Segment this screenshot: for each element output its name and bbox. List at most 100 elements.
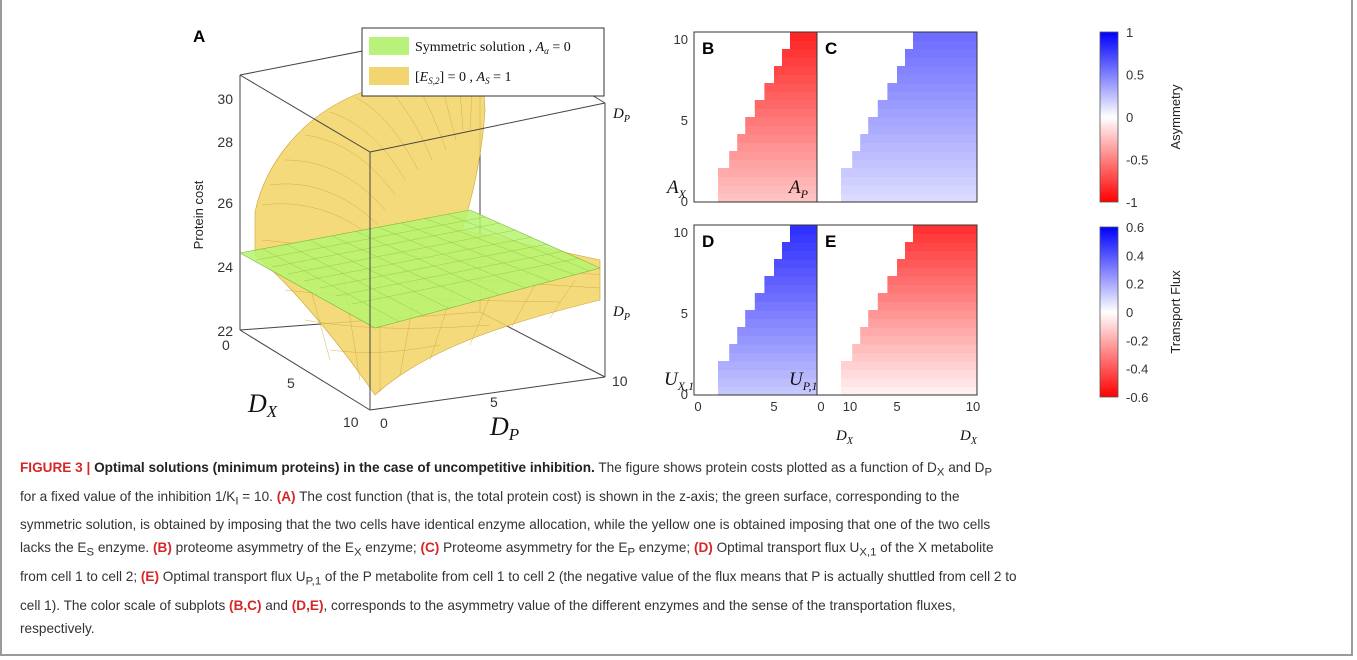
heatmap-cell-row <box>754 100 854 110</box>
panel-b-label: B <box>702 39 714 58</box>
heatmap-cell-row <box>745 318 854 328</box>
panel-e-label: E <box>825 232 836 251</box>
svg-text:28: 28 <box>217 134 233 150</box>
svg-text:10: 10 <box>343 414 359 430</box>
heatmap-cell-row <box>897 259 977 269</box>
heatmap-cell-row <box>852 344 977 354</box>
heatmap-cell-row <box>718 193 854 203</box>
heatmap-cell-row <box>897 66 977 76</box>
heatmap-cell-row <box>860 134 977 144</box>
colorbar-tick: 0 <box>1126 305 1133 320</box>
box-label-dp-bottom: DP <box>612 304 630 323</box>
heatmap-cell-row <box>764 91 854 101</box>
colorbar-tick: -0.4 <box>1126 362 1148 377</box>
heatmap-cell-row <box>754 301 854 311</box>
heatmap-cell-row <box>774 74 854 84</box>
heatmap-cell-row <box>868 125 977 135</box>
heatmap-cell-row <box>774 259 854 269</box>
heatmap-cell-row <box>745 117 854 127</box>
heatmap-ytick: 0 <box>681 387 688 402</box>
heatmap-cell-row <box>729 344 854 354</box>
heatmap-frame <box>816 224 978 396</box>
heatmap-cell-row <box>718 185 854 195</box>
heatmap-cell-row <box>913 40 977 50</box>
svg-text:24: 24 <box>217 259 233 275</box>
heatmap-cell-row <box>718 361 854 371</box>
legend: Symmetric solution , Aα = 0 [ES,2] = 0 ,… <box>361 27 605 97</box>
dx-axis-label: DX <box>247 389 278 421</box>
heatmap-xtick: 5 <box>770 399 777 414</box>
heatmap-cell-row <box>754 108 854 118</box>
dp-axis-label: DP <box>489 412 519 444</box>
heatmap-ytick: 10 <box>674 225 688 240</box>
heatmap-cell-row <box>745 125 854 135</box>
var-label-ux1: UX,1 <box>664 369 694 393</box>
svg-text:10: 10 <box>612 373 628 389</box>
caption-line-3: symmetric solution, is obtained by impos… <box>20 517 991 533</box>
heatmap-cell-row <box>764 284 854 294</box>
heatmap-cell-row <box>774 66 854 76</box>
heatmap-cell-row <box>841 185 977 195</box>
heatmap-cell-row <box>718 369 854 379</box>
svg-text:30: 30 <box>217 91 233 107</box>
heatmap-cell-row <box>860 327 977 337</box>
heatmap-cell-row <box>913 32 977 42</box>
svg-text:26: 26 <box>217 195 233 211</box>
heatmap-cell-row <box>860 142 977 152</box>
heatmap-cell-row <box>852 352 977 362</box>
heatmap-cell-row <box>860 335 977 345</box>
green-surface <box>239 209 601 329</box>
heatmap-cell-row <box>764 276 854 286</box>
colorbar-tick: 0 <box>1126 110 1133 125</box>
heatmap-cell-row <box>729 352 854 362</box>
heatmap-cell-row <box>729 159 854 169</box>
heatmap-cell-row <box>877 301 977 311</box>
dp-ticks: 0 5 10 <box>380 373 628 431</box>
heatmap-xtick: 10 <box>966 399 980 414</box>
colorbar-tick: 0.4 <box>1126 248 1144 263</box>
box-label-dp-top: DP <box>612 106 630 125</box>
dx-ticks: 0 5 10 <box>222 337 359 430</box>
heatmap-ytick: 10 <box>674 32 688 47</box>
heatmap-xtick: 10 <box>843 399 857 414</box>
heatmap-cell-row <box>841 386 977 396</box>
z-ticks: 30 28 26 24 22 <box>217 91 233 339</box>
heatmap-cell-row <box>905 250 977 260</box>
svg-text:0: 0 <box>380 415 388 431</box>
legend-swatch-green <box>369 37 409 55</box>
heatmap-xlabel-d: DX <box>835 428 854 447</box>
heatmap-cell-row <box>897 74 977 84</box>
heatmap-cell-row <box>841 168 977 178</box>
colorbar-asymmetry: 1 0.5 0 -0.5 -1 Asymmetry <box>1099 25 1183 210</box>
heatmap-cell-row <box>887 284 977 294</box>
heatmap-cell-row <box>841 369 977 379</box>
heatmap-cell-row <box>841 378 977 388</box>
heatmap-cell-row <box>841 176 977 186</box>
caption-line-4: lacks the ES enzyme. (B) proteome asymme… <box>20 540 994 560</box>
heatmap-cell-row <box>841 193 977 203</box>
colorbar-tick: -0.2 <box>1126 333 1148 348</box>
heatmap-cell-row <box>868 318 977 328</box>
heatmap-cell-row <box>737 335 854 345</box>
heatmap-cell-row <box>868 117 977 127</box>
svg-text:5: 5 <box>490 394 498 410</box>
heatmap-cell-row <box>729 151 854 161</box>
colorbar-asymmetry-label: Asymmetry <box>1168 84 1183 150</box>
colorbar-tick: 1 <box>1126 25 1133 40</box>
heatmap-xlabel-e: DX <box>959 428 978 447</box>
panel-a-label: A <box>193 27 205 46</box>
heatmap-panels: B 0 5 10 C D 0 5 10 0 5 10 E 0 5 10 <box>674 31 980 414</box>
heatmap-xtick: 0 <box>817 399 824 414</box>
colorbar-tick: -0.6 <box>1126 390 1148 405</box>
heatmap-cell-row <box>737 134 854 144</box>
heatmap-cell-row <box>868 310 977 320</box>
figure-3: A <box>191 25 1183 447</box>
heatmap-cell-row <box>877 293 977 303</box>
heatmap-cell-row <box>718 176 854 186</box>
heatmap-cell-row <box>841 361 977 371</box>
heatmap-cell-row <box>913 225 977 235</box>
panel-d-label: D <box>702 232 714 251</box>
colorbar-tick: -1 <box>1126 195 1138 210</box>
colorbar-flux: 0.6 0.4 0.2 0 -0.2 -0.4 -0.6 Transport Flux <box>1099 220 1183 405</box>
heatmap-cell-row <box>852 151 977 161</box>
